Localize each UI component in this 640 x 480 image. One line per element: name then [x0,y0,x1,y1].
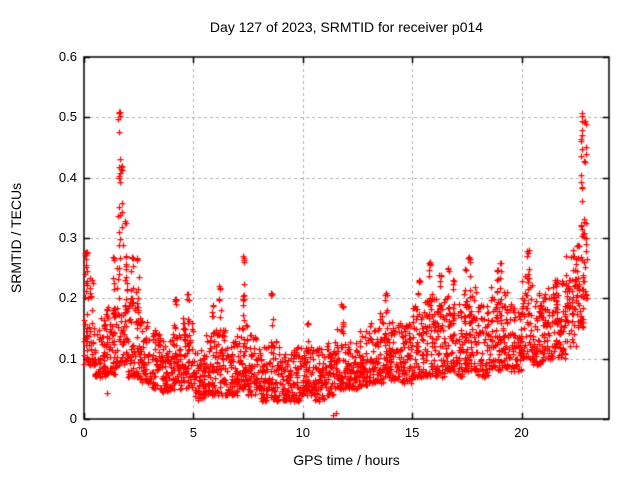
x-axis-title: GPS time / hours [293,452,400,468]
x-tick-label: 0 [80,425,88,440]
y-tick-label: 0 [69,411,77,426]
x-tick-label: 20 [514,425,529,440]
y-tick-label: 0.4 [58,169,77,185]
y-tick-label: 0.2 [58,290,77,306]
x-tick-label: 15 [404,425,420,440]
chart-title: Day 127 of 2023, SRMTID for receiver p01… [209,19,484,35]
y-tick-label: 0.5 [58,109,77,125]
y-tick-label: 0.6 [58,49,77,64]
y-tick-label: 0.1 [58,350,77,366]
y-tick-label: 0.3 [58,230,77,245]
x-tick-label: 10 [295,425,310,440]
x-tick-label: 5 [189,425,197,440]
